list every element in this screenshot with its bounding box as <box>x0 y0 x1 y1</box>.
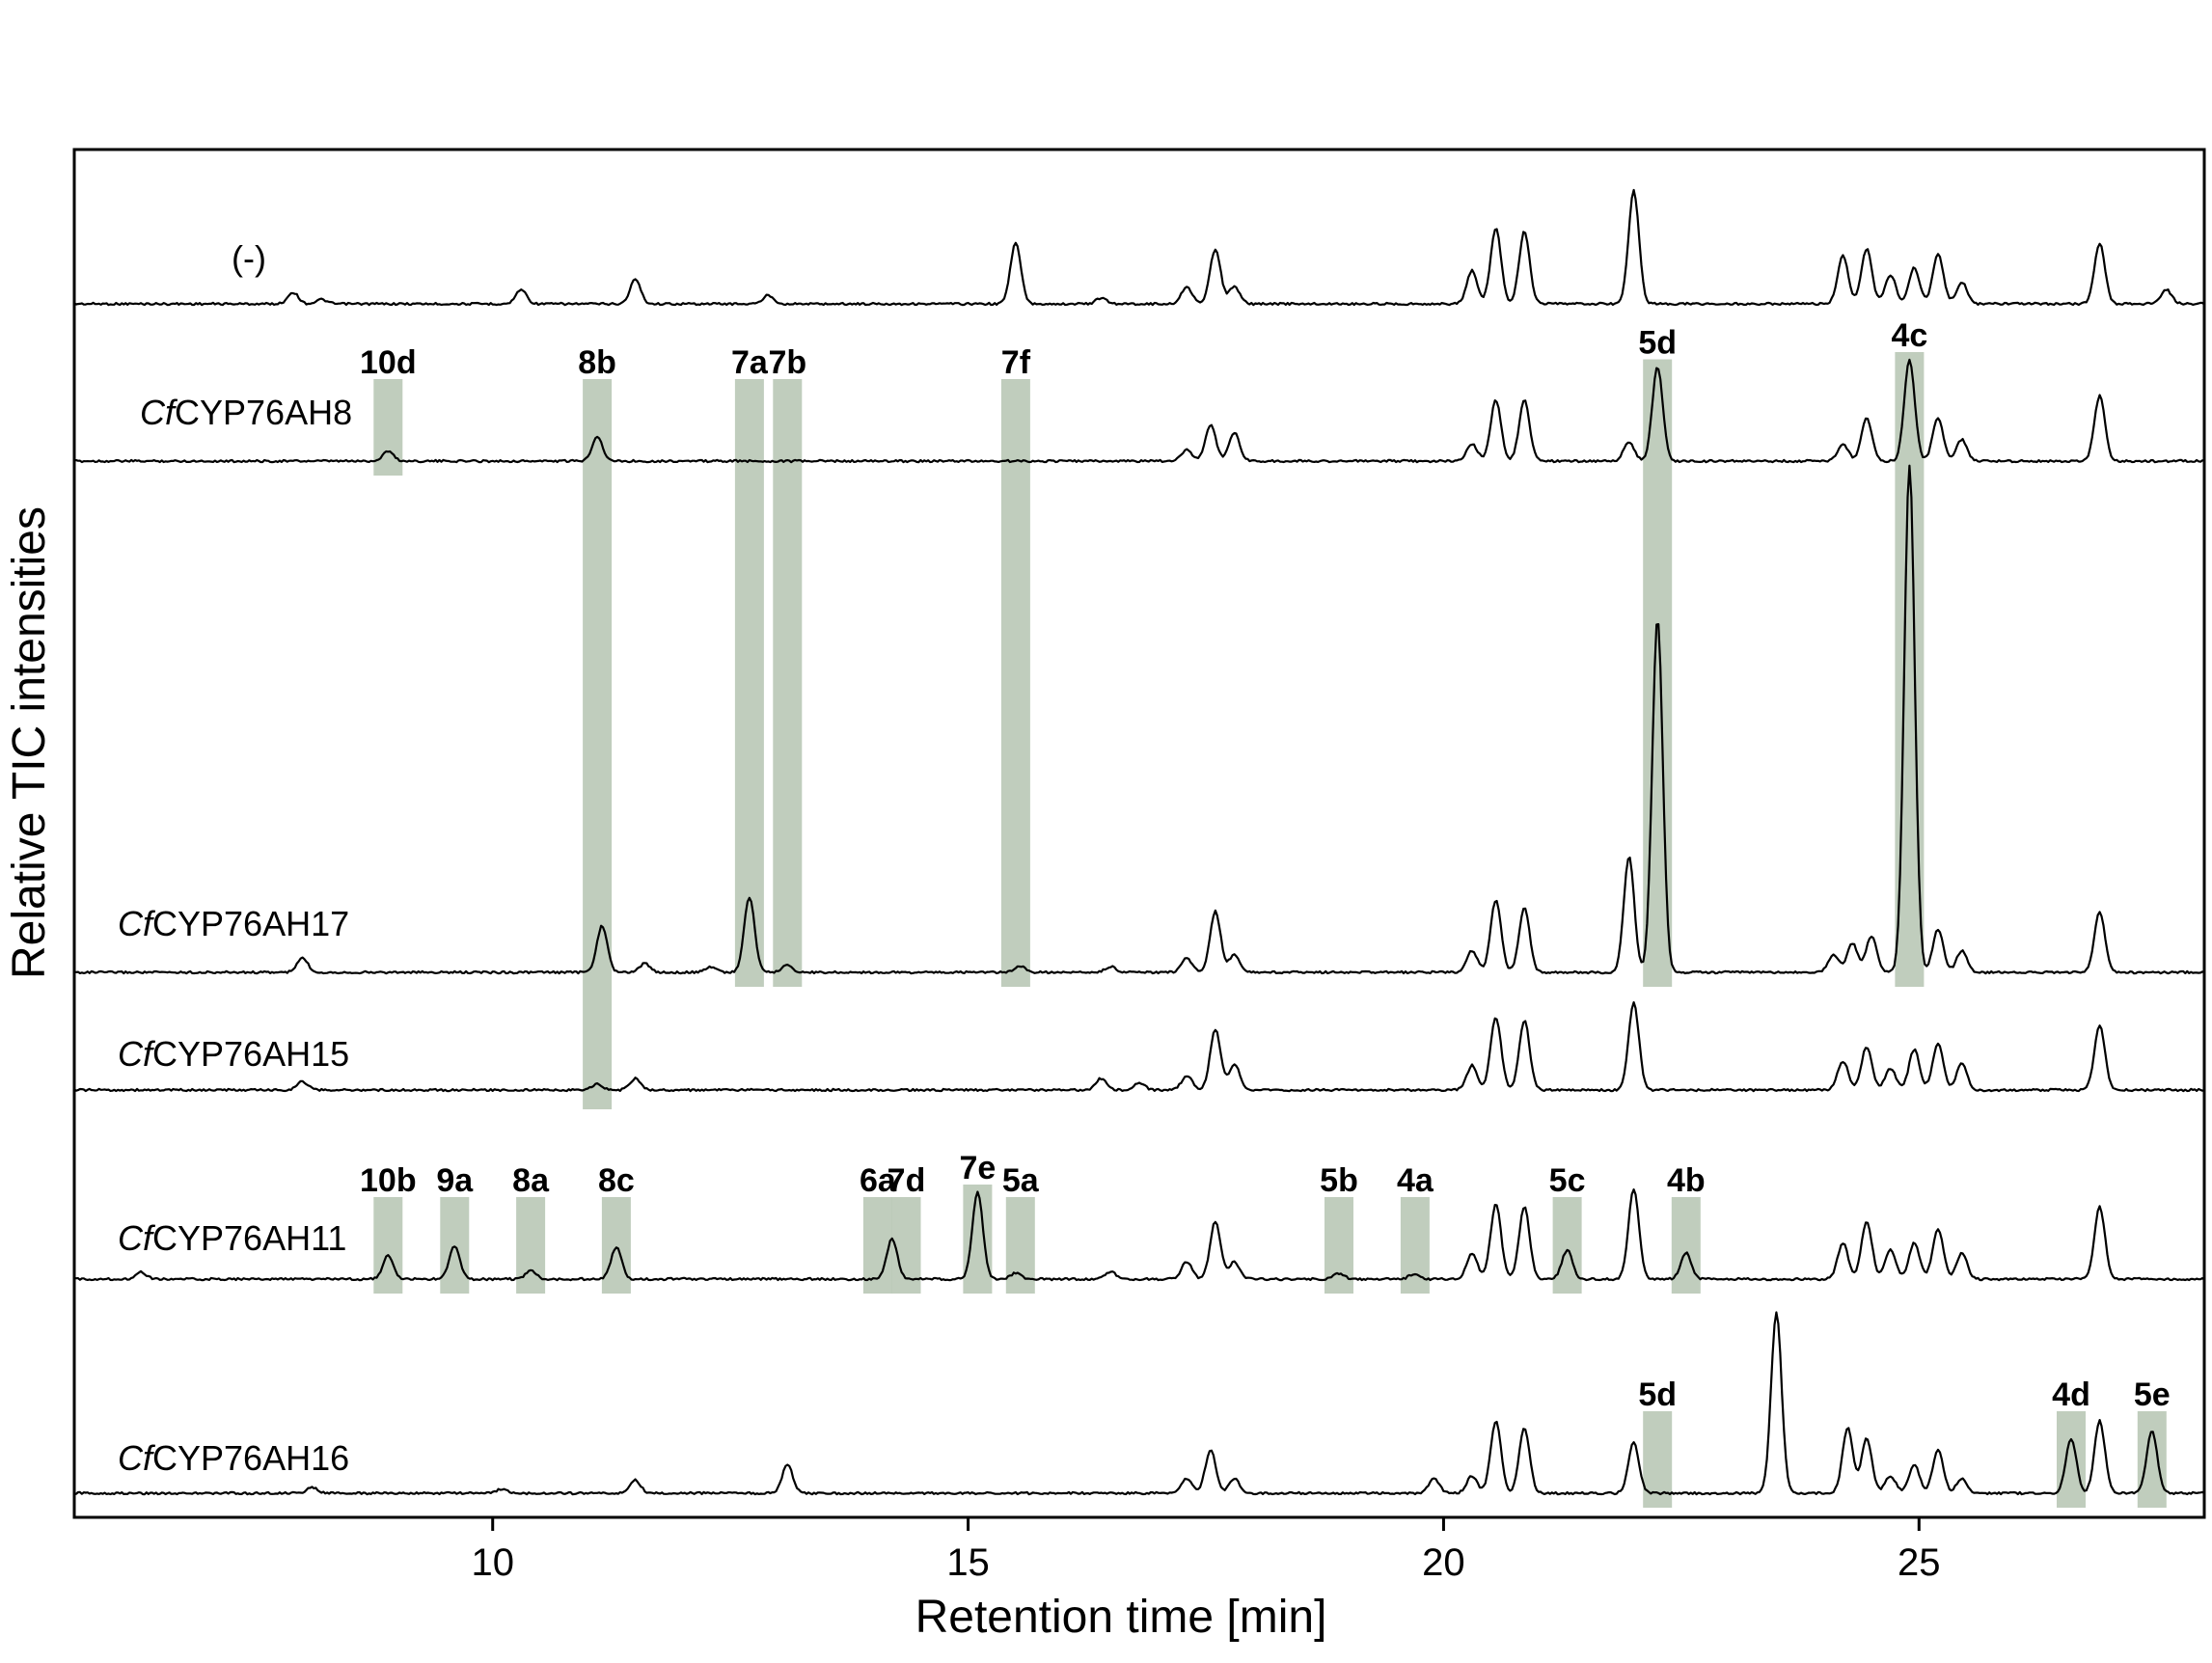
peak-label-5d: 5d <box>1638 325 1677 362</box>
peak-label-5e: 5e <box>2134 1377 2171 1413</box>
x-tick-label-15: 15 <box>946 1541 990 1584</box>
trace-4 <box>73 1188 2205 1282</box>
band-7a <box>734 379 764 987</box>
peak-label-5b: 5b <box>1320 1162 1358 1199</box>
trace-label-suffix: CYP76AH11 <box>152 1218 346 1258</box>
trace-label-prefix: Cf <box>140 393 178 432</box>
band-5a <box>1005 1197 1035 1294</box>
band-7f <box>1000 379 1030 987</box>
band-4d <box>2057 1411 2086 1508</box>
peak-label-8c: 8c <box>598 1162 635 1199</box>
band-10b <box>373 1197 403 1294</box>
trace-label-suffix: CYP76AH8 <box>175 393 352 432</box>
band-5e <box>2137 1411 2167 1508</box>
highlight-bands <box>373 352 2167 1508</box>
peak-label-7e: 7e <box>959 1150 996 1186</box>
band-9a <box>440 1197 470 1294</box>
band-7b <box>773 379 803 987</box>
x-tick-label-25: 25 <box>1898 1541 1941 1584</box>
peak-label-4a: 4a <box>1397 1162 1434 1199</box>
trace-label-0: (-) <box>232 238 266 278</box>
traces <box>73 188 2205 1496</box>
peak-label-7d: 7d <box>888 1162 926 1199</box>
peak-label-5d: 5d <box>1638 1377 1677 1413</box>
trace-2 <box>73 464 2205 975</box>
peak-label-4c: 4c <box>1891 317 1927 354</box>
peak-label-5c: 5c <box>1549 1162 1586 1199</box>
trace-label-suffix: CYP76AH15 <box>152 1034 349 1074</box>
peak-label-7a: 7a <box>731 344 769 381</box>
trace-label-suffix: (-) <box>232 238 266 278</box>
plot-frame <box>72 148 2206 1519</box>
trace-5 <box>73 1311 2205 1496</box>
trace-3 <box>73 1001 2205 1093</box>
trace-label-3: CfCYP76AH15 <box>118 1034 349 1074</box>
trace-labels: (-)CfCYP76AH8CfCYP76AH17CfCYP76AH15CfCYP… <box>118 238 352 1478</box>
peak-label-8b: 8b <box>578 344 616 381</box>
peak-label-5a: 5a <box>1002 1162 1040 1199</box>
peak-label-10d: 10d <box>360 344 417 381</box>
band-10d <box>373 379 403 476</box>
trace-label-prefix: Cf <box>118 904 156 943</box>
trace-1 <box>73 358 2204 464</box>
band-8c <box>601 1197 631 1294</box>
trace-label-prefix: Cf <box>118 1438 156 1478</box>
peak-label-9a: 9a <box>436 1162 474 1199</box>
band-5c <box>1552 1197 1582 1294</box>
trace-label-2: CfCYP76AH17 <box>118 904 349 943</box>
x-tick-label-20: 20 <box>1422 1541 1465 1584</box>
trace-label-suffix: CYP76AH16 <box>152 1438 349 1478</box>
x-axis-title: Retention time [min] <box>915 1592 1327 1643</box>
peak-label-4d: 4d <box>2052 1377 2090 1413</box>
trace-label-4: CfCYP76AH11 <box>118 1218 346 1258</box>
x-tick-label-10: 10 <box>471 1541 514 1584</box>
trace-label-prefix: Cf <box>118 1034 156 1074</box>
peak-label-10b: 10b <box>360 1162 417 1199</box>
peak-label-4b: 4b <box>1667 1162 1706 1199</box>
trace-label-1: CfCYP76AH8 <box>140 393 352 432</box>
x-axis-ticks: 10 15 20 25 <box>471 1517 1941 1584</box>
peak-label-7f: 7f <box>1001 344 1031 381</box>
peak-label-6a: 6a <box>860 1162 897 1199</box>
peak-label-7b: 7b <box>768 344 806 381</box>
trace-label-suffix: CYP76AH17 <box>152 904 349 943</box>
trace-label-prefix: Cf <box>118 1218 156 1258</box>
peak-label-8a: 8a <box>512 1162 550 1199</box>
trace-0 <box>73 188 2205 307</box>
band-8b <box>583 379 613 1109</box>
trace-label-5: CfCYP76AH16 <box>118 1438 349 1478</box>
band-7e <box>963 1185 993 1294</box>
y-axis-title: Relative TIC intensities <box>4 506 55 979</box>
band-4b <box>1671 1197 1701 1294</box>
